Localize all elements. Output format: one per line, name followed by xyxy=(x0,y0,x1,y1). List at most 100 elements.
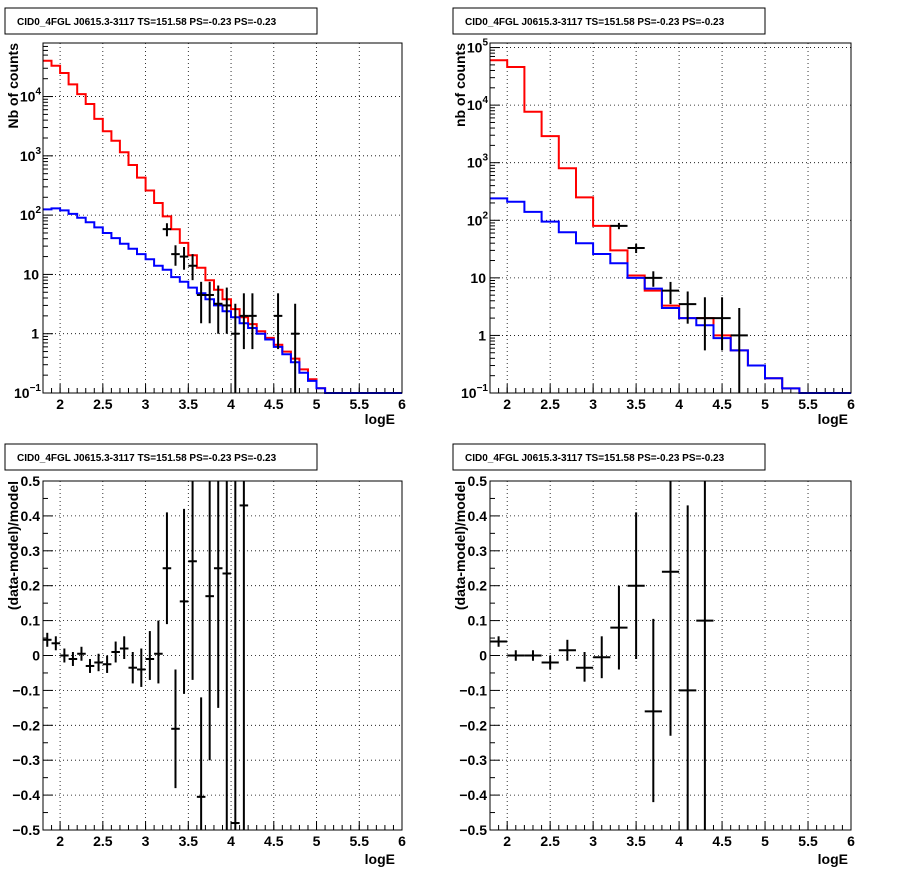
plot-frame xyxy=(489,480,852,831)
y-axis-label: Nb of counts xyxy=(5,43,21,129)
data-point xyxy=(541,655,559,670)
x-tick-label: 3 xyxy=(589,833,597,849)
y-tick-label: 0.1 xyxy=(468,613,488,629)
x-tick-label: 3.5 xyxy=(179,833,199,849)
data-point xyxy=(627,243,645,254)
y-tick-label: −0.2 xyxy=(12,717,40,733)
y-tick-label: −0.5 xyxy=(12,822,40,838)
data-point xyxy=(85,658,95,673)
x-tick-label: 3.5 xyxy=(179,396,199,412)
plot-frame xyxy=(42,42,403,394)
x-tick-label: 6 xyxy=(847,833,855,849)
x-tick-label: 5 xyxy=(313,833,321,849)
y-tick-label: 103 xyxy=(467,153,489,171)
y-axis-label: (data-model)/model xyxy=(452,481,468,610)
y-tick-label: 1 xyxy=(31,326,39,342)
series-line-1 xyxy=(43,59,402,394)
x-tick-label: 5.5 xyxy=(350,396,370,412)
y-tick-label: 104 xyxy=(20,87,42,105)
x-tick-label: 4 xyxy=(227,396,235,412)
x-axis-label: logE xyxy=(365,411,395,427)
x-axis-label: logE xyxy=(365,851,395,867)
data-point xyxy=(145,631,155,680)
data-point xyxy=(171,669,180,789)
data-point xyxy=(213,285,223,334)
title-box xyxy=(4,7,318,35)
data-point xyxy=(558,639,576,661)
chart-panel-1: CID0_4FGL J0615.3-3117 TS=151.58 PS=-0.2… xyxy=(4,7,406,427)
x-tick-label: 3.5 xyxy=(626,833,646,849)
plot-frame xyxy=(42,480,403,831)
data-point xyxy=(205,481,214,761)
data-point xyxy=(43,632,52,647)
title-box xyxy=(452,443,766,471)
x-tick-label: 2 xyxy=(503,833,511,849)
data-point xyxy=(205,281,214,324)
title-box xyxy=(4,443,318,471)
y-tick-label: 10−1 xyxy=(14,383,41,401)
data-point xyxy=(137,648,146,687)
y-tick-label: 0.4 xyxy=(21,508,41,524)
series-line-2 xyxy=(490,197,851,394)
x-tick-label: 4.5 xyxy=(712,396,732,412)
data-point xyxy=(231,481,240,830)
data-point xyxy=(239,293,249,350)
data-point xyxy=(222,287,232,334)
y-tick-label: 104 xyxy=(467,95,489,113)
data-point xyxy=(102,655,112,673)
y-tick-label: 0 xyxy=(479,648,487,664)
y-tick-label: −0.4 xyxy=(459,787,487,803)
x-tick-label: 2.5 xyxy=(93,396,113,412)
data-point xyxy=(273,293,283,350)
x-tick-label: 5 xyxy=(313,396,321,412)
data-point xyxy=(679,505,697,830)
x-axis-label: logE xyxy=(818,851,848,867)
chart-panel-4: CID0_4FGL J0615.3-3117 TS=151.58 PS=-0.2… xyxy=(452,443,855,867)
y-tick-label: 0.5 xyxy=(21,473,41,489)
x-tick-label: 5.5 xyxy=(350,833,370,849)
x-tick-label: 2 xyxy=(503,396,511,412)
y-tick-label: 105 xyxy=(467,38,489,56)
x-tick-label: 4 xyxy=(675,396,683,412)
data-point xyxy=(188,481,197,680)
data-point xyxy=(490,636,508,647)
y-tick-label: −0.5 xyxy=(459,822,487,838)
data-point xyxy=(60,648,69,663)
x-tick-label: 2.5 xyxy=(540,396,560,412)
x-tick-label: 2.5 xyxy=(540,833,560,849)
chart-panel-2: CID0_4FGL J0615.3-3117 TS=151.58 PS=-0.2… xyxy=(452,7,855,427)
x-tick-label: 6 xyxy=(398,396,406,412)
x-tick-label: 5 xyxy=(761,833,769,849)
data-point xyxy=(51,636,61,651)
title-box xyxy=(452,7,766,35)
data-point xyxy=(196,281,206,324)
y-tick-label: 0.1 xyxy=(21,613,41,629)
data-point xyxy=(575,652,594,682)
chart-title: CID0_4FGL J0615.3-3117 TS=151.58 PS=-0.2… xyxy=(465,17,725,28)
y-tick-label: 0.2 xyxy=(468,578,488,594)
y-tick-label: 0.4 xyxy=(468,508,488,524)
x-tick-label: 6 xyxy=(847,396,855,412)
y-axis-label: nb of counts xyxy=(452,43,468,127)
data-point xyxy=(213,481,223,708)
x-tick-label: 2.5 xyxy=(93,833,113,849)
x-tick-label: 5.5 xyxy=(798,396,818,412)
data-point xyxy=(627,512,645,659)
data-point xyxy=(644,618,662,803)
data-point xyxy=(524,650,542,661)
data-point xyxy=(248,293,257,350)
data-point xyxy=(188,254,197,281)
data-point xyxy=(128,652,138,684)
data-point xyxy=(610,585,628,670)
x-tick-label: 3.5 xyxy=(626,396,646,412)
plot-frame xyxy=(489,42,852,394)
chart-title: CID0_4FGL J0615.3-3117 TS=151.58 PS=-0.2… xyxy=(17,17,277,28)
data-point xyxy=(593,636,611,679)
data-point xyxy=(68,652,78,666)
data-point xyxy=(661,481,680,736)
chart-panel-3: CID0_4FGL J0615.3-3117 TS=151.58 PS=-0.2… xyxy=(4,443,406,867)
y-tick-label: 102 xyxy=(467,210,489,228)
data-point xyxy=(507,650,525,661)
data-point xyxy=(162,223,172,237)
